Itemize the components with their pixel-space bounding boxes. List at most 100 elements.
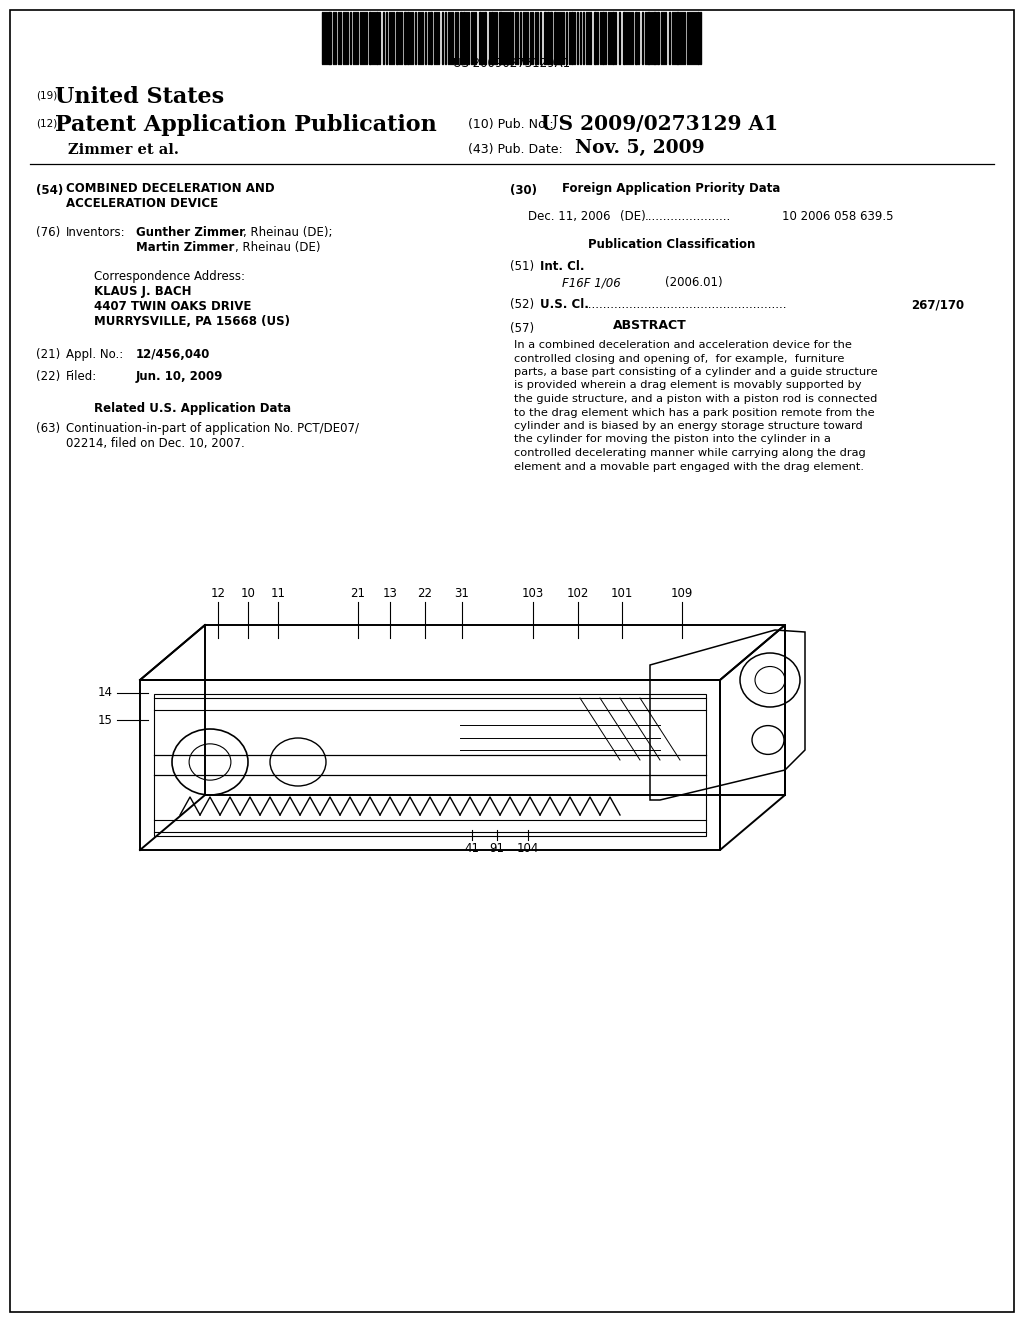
Bar xyxy=(396,12,398,63)
Text: Publication Classification: Publication Classification xyxy=(588,238,756,251)
Text: In a combined deceleration and acceleration device for the: In a combined deceleration and accelerat… xyxy=(514,341,852,350)
Bar xyxy=(612,12,614,63)
Text: Zimmer et al.: Zimmer et al. xyxy=(68,143,179,157)
Text: 22: 22 xyxy=(418,587,432,601)
Text: Appl. No.:: Appl. No.: xyxy=(66,348,123,360)
Bar xyxy=(369,12,371,63)
Bar xyxy=(653,12,656,63)
Text: F16F 1/06: F16F 1/06 xyxy=(562,276,621,289)
Bar xyxy=(460,12,462,63)
Text: the cylinder for moving the piston into the cylinder in a: the cylinder for moving the piston into … xyxy=(514,434,830,445)
Text: Inventors:: Inventors: xyxy=(66,226,126,239)
Text: Nov. 5, 2009: Nov. 5, 2009 xyxy=(575,139,705,157)
Text: United States: United States xyxy=(55,86,224,108)
Text: Filed:: Filed: xyxy=(66,370,97,383)
Text: (52): (52) xyxy=(510,298,535,312)
Text: 12/456,040: 12/456,040 xyxy=(136,348,210,360)
Text: 21: 21 xyxy=(350,587,366,601)
Text: 109: 109 xyxy=(671,587,693,601)
Text: Patent Application Publication: Patent Application Publication xyxy=(55,114,437,136)
Text: ......................................................: ........................................… xyxy=(585,298,787,312)
Text: KLAUS J. BACH: KLAUS J. BACH xyxy=(94,285,191,298)
Bar xyxy=(509,12,511,63)
Text: US 20090273129A1: US 20090273129A1 xyxy=(454,57,570,70)
Bar xyxy=(697,12,699,63)
Text: 31: 31 xyxy=(455,587,469,601)
Bar xyxy=(571,12,573,63)
Bar xyxy=(657,12,659,63)
Bar xyxy=(547,12,549,63)
Bar xyxy=(594,12,596,63)
Text: (21): (21) xyxy=(36,348,60,360)
Bar xyxy=(463,12,465,63)
Text: Correspondence Address:: Correspondence Address: xyxy=(94,271,245,282)
Text: Continuation-in-part of application No. PCT/DE07/: Continuation-in-part of application No. … xyxy=(66,422,359,436)
Bar xyxy=(404,12,406,63)
Text: (DE): (DE) xyxy=(620,210,646,223)
Text: Gunther Zimmer: Gunther Zimmer xyxy=(136,226,245,239)
Bar xyxy=(676,12,679,63)
Text: (76): (76) xyxy=(36,226,60,239)
Text: (22): (22) xyxy=(36,370,60,383)
Text: MURRYSVILLE, PA 15668 (US): MURRYSVILLE, PA 15668 (US) xyxy=(94,315,290,327)
Text: Dec. 11, 2006: Dec. 11, 2006 xyxy=(528,210,610,223)
Text: , Rheinau (DE): , Rheinau (DE) xyxy=(234,242,321,253)
Text: Related U.S. Application Data: Related U.S. Application Data xyxy=(94,403,291,414)
Text: U.S. Cl.: U.S. Cl. xyxy=(540,298,589,312)
Bar xyxy=(635,12,637,63)
Text: cylinder and is biased by an energy storage structure toward: cylinder and is biased by an energy stor… xyxy=(514,421,863,432)
Bar xyxy=(479,12,481,63)
Text: 104: 104 xyxy=(517,842,540,855)
Text: 14: 14 xyxy=(98,686,113,700)
Bar xyxy=(430,12,432,63)
Text: Int. Cl.: Int. Cl. xyxy=(540,260,585,273)
Text: (43) Pub. Date:: (43) Pub. Date: xyxy=(468,143,563,156)
Text: is provided wherein a drag element is movably supported by: is provided wherein a drag element is mo… xyxy=(514,380,861,391)
Text: (57): (57) xyxy=(510,322,535,335)
Text: 02214, filed on Dec. 10, 2007.: 02214, filed on Dec. 10, 2007. xyxy=(66,437,245,450)
Text: the guide structure, and a piston with a piston rod is connected: the guide structure, and a piston with a… xyxy=(514,393,878,404)
Text: 103: 103 xyxy=(522,587,544,601)
Text: Foreign Application Priority Data: Foreign Application Priority Data xyxy=(562,182,780,195)
Bar xyxy=(376,12,378,63)
Text: controlled closing and opening of,  for example,  furniture: controlled closing and opening of, for e… xyxy=(514,354,845,363)
Text: , Rheinau (DE);: , Rheinau (DE); xyxy=(243,226,333,239)
Text: (30): (30) xyxy=(510,183,537,197)
Text: ABSTRACT: ABSTRACT xyxy=(613,319,687,333)
Bar xyxy=(647,12,650,63)
Text: controlled decelerating manner while carrying along the drag: controlled decelerating manner while car… xyxy=(514,447,865,458)
Text: 11: 11 xyxy=(270,587,286,601)
Text: (10) Pub. No.:: (10) Pub. No.: xyxy=(468,117,554,131)
Bar xyxy=(550,12,552,63)
Text: element and a movable part engaged with the drag element.: element and a movable part engaged with … xyxy=(514,462,864,471)
Text: (2006.01): (2006.01) xyxy=(665,276,723,289)
Bar xyxy=(407,12,409,63)
Bar xyxy=(554,12,556,63)
Text: 10: 10 xyxy=(241,587,255,601)
Bar xyxy=(328,12,331,63)
Text: 12: 12 xyxy=(211,587,225,601)
Text: Martin Zimmer: Martin Zimmer xyxy=(136,242,234,253)
Bar xyxy=(499,12,502,63)
Text: 101: 101 xyxy=(610,587,633,601)
Text: 15: 15 xyxy=(98,714,113,726)
Text: 267/170: 267/170 xyxy=(911,298,964,312)
Text: COMBINED DECELERATION AND: COMBINED DECELERATION AND xyxy=(66,182,274,195)
Text: (19): (19) xyxy=(36,90,57,100)
Text: Jun. 10, 2009: Jun. 10, 2009 xyxy=(136,370,223,383)
Text: 4407 TWIN OAKS DRIVE: 4407 TWIN OAKS DRIVE xyxy=(94,300,251,313)
Text: (54): (54) xyxy=(36,183,63,197)
Text: (63): (63) xyxy=(36,422,60,436)
Text: (12): (12) xyxy=(36,117,57,128)
Text: US 2009/0273129 A1: US 2009/0273129 A1 xyxy=(541,114,778,135)
Text: 91: 91 xyxy=(489,842,505,855)
Text: 10 2006 058 639.5: 10 2006 058 639.5 xyxy=(782,210,894,223)
Text: 102: 102 xyxy=(567,587,589,601)
Text: to the drag element which has a park position remote from the: to the drag element which has a park pos… xyxy=(514,408,874,417)
Text: .......................: ....................... xyxy=(645,210,731,223)
Bar xyxy=(602,12,604,63)
Bar xyxy=(623,12,625,63)
Text: parts, a base part consisting of a cylinder and a guide structure: parts, a base part consisting of a cylin… xyxy=(514,367,878,378)
Text: 41: 41 xyxy=(465,842,479,855)
Text: ACCELERATION DEVICE: ACCELERATION DEVICE xyxy=(66,197,218,210)
